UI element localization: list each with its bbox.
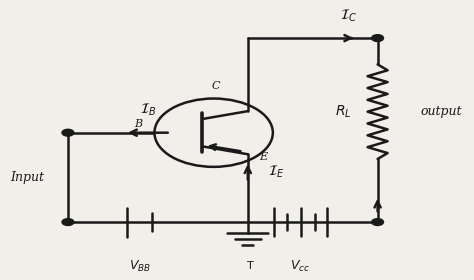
Text: $\mathcal{I}_E$: $\mathcal{I}_E$ bbox=[268, 164, 284, 180]
Text: $V_{cc}$: $V_{cc}$ bbox=[290, 259, 310, 274]
Text: C: C bbox=[212, 81, 220, 91]
Circle shape bbox=[372, 35, 383, 41]
Text: output: output bbox=[421, 105, 462, 118]
Text: $\mathcal{I}_B$: $\mathcal{I}_B$ bbox=[140, 102, 156, 118]
Text: $R_L$: $R_L$ bbox=[335, 104, 352, 120]
Text: $V_{BB}$: $V_{BB}$ bbox=[128, 259, 151, 274]
Circle shape bbox=[62, 129, 74, 136]
Text: $\mathsf{T}$: $\mathsf{T}$ bbox=[246, 259, 255, 271]
Text: $\mathcal{I}_C$: $\mathcal{I}_C$ bbox=[340, 7, 356, 24]
Text: E: E bbox=[259, 152, 267, 162]
Circle shape bbox=[372, 219, 383, 225]
Text: Input: Input bbox=[10, 171, 44, 184]
Text: B: B bbox=[135, 119, 143, 129]
Circle shape bbox=[62, 219, 74, 225]
